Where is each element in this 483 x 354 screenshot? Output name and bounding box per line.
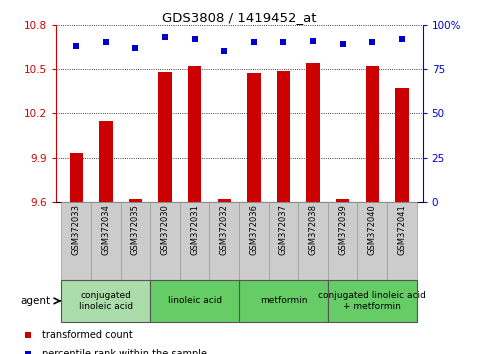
FancyBboxPatch shape xyxy=(239,202,269,280)
FancyBboxPatch shape xyxy=(239,280,328,322)
Point xyxy=(220,48,228,54)
Bar xyxy=(277,70,290,202)
Text: GSM372030: GSM372030 xyxy=(160,204,170,255)
Text: percentile rank within the sample: percentile rank within the sample xyxy=(42,349,207,354)
Text: GSM372039: GSM372039 xyxy=(338,204,347,255)
Point xyxy=(161,34,169,40)
Text: metformin: metformin xyxy=(260,296,307,306)
Bar xyxy=(158,72,172,202)
Bar xyxy=(366,66,379,202)
Text: linoleic acid: linoleic acid xyxy=(168,296,222,306)
Point xyxy=(72,43,80,49)
FancyBboxPatch shape xyxy=(121,202,150,280)
Point xyxy=(102,40,110,45)
Point xyxy=(250,40,258,45)
Point xyxy=(131,45,139,51)
Text: transformed count: transformed count xyxy=(42,330,133,339)
Bar xyxy=(99,121,113,202)
Text: conjugated
linoleic acid: conjugated linoleic acid xyxy=(79,291,133,310)
FancyBboxPatch shape xyxy=(357,202,387,280)
Text: GSM372032: GSM372032 xyxy=(220,204,229,255)
FancyBboxPatch shape xyxy=(387,202,417,280)
Bar xyxy=(395,88,409,202)
Bar xyxy=(336,199,349,202)
Text: GSM372034: GSM372034 xyxy=(101,204,111,255)
FancyBboxPatch shape xyxy=(91,202,121,280)
FancyBboxPatch shape xyxy=(180,202,210,280)
Title: GDS3808 / 1419452_at: GDS3808 / 1419452_at xyxy=(162,11,316,24)
Point xyxy=(369,40,376,45)
Point xyxy=(309,38,317,44)
Point xyxy=(24,351,32,354)
Point xyxy=(24,332,32,337)
FancyBboxPatch shape xyxy=(328,280,417,322)
FancyBboxPatch shape xyxy=(150,202,180,280)
FancyBboxPatch shape xyxy=(210,202,239,280)
Text: conjugated linoleic acid
+ metformin: conjugated linoleic acid + metformin xyxy=(318,291,426,310)
Text: GSM372038: GSM372038 xyxy=(309,204,318,255)
Point xyxy=(191,36,199,42)
Bar xyxy=(188,66,201,202)
Bar xyxy=(306,63,320,202)
Bar xyxy=(129,199,142,202)
FancyBboxPatch shape xyxy=(269,202,298,280)
Text: GSM372041: GSM372041 xyxy=(398,204,406,255)
Point xyxy=(339,41,347,47)
Text: GSM372035: GSM372035 xyxy=(131,204,140,255)
Text: GSM372040: GSM372040 xyxy=(368,204,377,255)
FancyBboxPatch shape xyxy=(328,202,357,280)
Bar xyxy=(218,199,231,202)
Text: GSM372033: GSM372033 xyxy=(72,204,81,255)
Text: GSM372031: GSM372031 xyxy=(190,204,199,255)
Point xyxy=(398,36,406,42)
Text: GSM372037: GSM372037 xyxy=(279,204,288,255)
FancyBboxPatch shape xyxy=(61,202,91,280)
FancyBboxPatch shape xyxy=(61,280,150,322)
Bar xyxy=(247,73,260,202)
Text: agent: agent xyxy=(21,296,51,306)
Text: GSM372036: GSM372036 xyxy=(249,204,258,255)
FancyBboxPatch shape xyxy=(150,280,239,322)
FancyBboxPatch shape xyxy=(298,202,328,280)
Point xyxy=(280,40,287,45)
Bar xyxy=(70,153,83,202)
